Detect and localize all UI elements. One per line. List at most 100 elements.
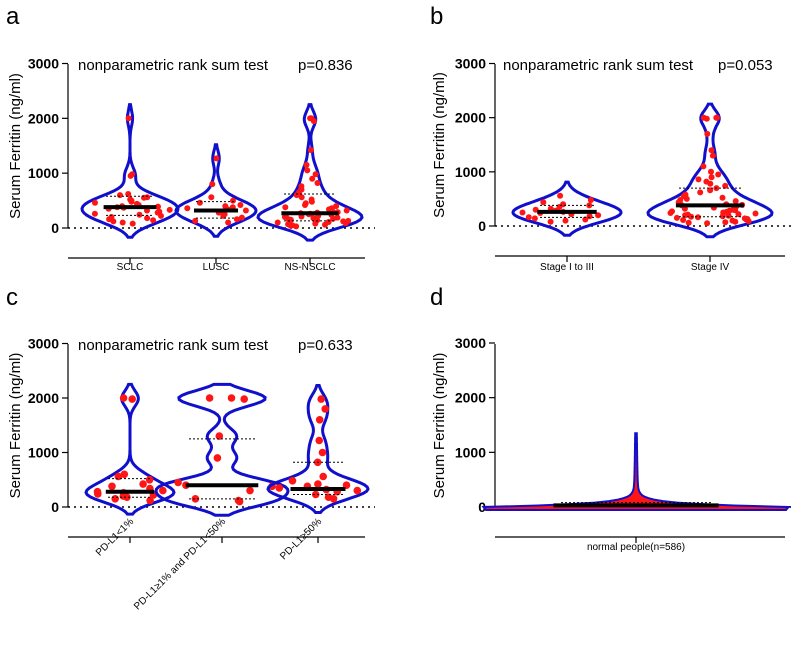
y-tick-label: 2000 xyxy=(28,110,59,126)
x-tick-label: NS-NSCLC xyxy=(284,262,335,273)
data-point xyxy=(146,496,154,505)
data-point xyxy=(174,478,182,487)
y-tick-label: 3000 xyxy=(28,336,59,352)
data-point xyxy=(159,486,167,495)
data-point xyxy=(732,198,739,205)
x-tick-label: normal people(n=586) xyxy=(587,542,685,553)
panel-letter: c xyxy=(6,284,18,311)
data-point xyxy=(725,212,732,219)
test-label: nonparametric rank sum test xyxy=(78,57,269,74)
y-tick-label: 1000 xyxy=(28,445,59,461)
data-point xyxy=(235,497,244,506)
data-point xyxy=(158,212,164,219)
data-point xyxy=(582,216,589,223)
data-point xyxy=(343,207,350,214)
data-point xyxy=(246,486,254,495)
data-point xyxy=(208,194,215,201)
data-point xyxy=(275,484,284,492)
data-point xyxy=(703,115,710,122)
test-label: nonparametric rank sum test xyxy=(503,57,694,74)
y-axis-label: Serum Ferritin (ng/ml) xyxy=(431,72,448,218)
data-point xyxy=(92,199,98,206)
data-point xyxy=(695,176,702,183)
data-point xyxy=(700,163,707,170)
violin-PD-L1<1% xyxy=(84,382,176,516)
y-tick-label: 1000 xyxy=(28,165,59,181)
x-tick-label: PD-L1≥50% xyxy=(278,516,324,562)
data-point xyxy=(315,436,324,445)
violin-normal people(n=586) xyxy=(481,432,791,511)
data-point xyxy=(123,493,131,502)
data-point xyxy=(695,214,701,221)
data-point xyxy=(322,221,328,228)
violin-Stage I to III xyxy=(511,180,623,237)
data-point xyxy=(192,217,199,224)
violin-SCLC xyxy=(80,103,180,239)
data-point xyxy=(708,174,715,181)
panel-letter: d xyxy=(430,284,443,311)
data-point xyxy=(342,220,349,227)
data-point xyxy=(120,470,129,479)
data-point xyxy=(119,394,128,402)
data-point xyxy=(329,495,338,503)
x-tick-label: Stage IV xyxy=(691,262,730,273)
y-axis-label: Serum Ferritin (ng/ml) xyxy=(7,73,24,219)
data-point xyxy=(685,219,692,226)
data-point xyxy=(547,218,554,225)
data-point xyxy=(708,168,714,175)
data-point xyxy=(310,118,317,125)
data-point xyxy=(111,495,119,503)
data-point xyxy=(213,155,220,162)
data-point xyxy=(288,477,297,485)
data-point xyxy=(562,217,569,224)
y-tick-label: 1000 xyxy=(455,444,486,460)
data-point xyxy=(125,115,132,122)
data-point xyxy=(311,490,320,499)
y-axis-label: Serum Ferritin (ng/ml) xyxy=(7,353,24,499)
violin-LUSC xyxy=(174,143,258,238)
data-point xyxy=(184,205,191,212)
data-point xyxy=(673,214,680,221)
data-point xyxy=(745,218,752,225)
data-point xyxy=(719,194,726,201)
data-point xyxy=(667,210,674,216)
violin-Stage IV xyxy=(646,102,774,239)
violin-NS-NSCLC xyxy=(256,103,364,242)
x-tick-label: SCLC xyxy=(117,262,144,273)
data-point xyxy=(714,114,720,121)
data-point xyxy=(707,180,714,187)
data-point xyxy=(240,395,248,403)
data-point xyxy=(707,187,714,194)
data-point xyxy=(307,147,314,154)
data-point xyxy=(117,192,123,199)
data-point xyxy=(242,207,249,214)
data-point xyxy=(680,217,687,223)
data-point xyxy=(125,191,132,197)
data-point xyxy=(166,206,173,213)
data-point xyxy=(230,197,236,204)
data-point xyxy=(139,480,147,488)
data-point xyxy=(287,222,294,229)
data-point xyxy=(697,189,704,196)
data-point xyxy=(237,202,244,208)
data-point xyxy=(94,490,102,498)
data-point xyxy=(213,454,222,462)
data-point xyxy=(317,395,326,403)
data-point xyxy=(683,195,690,202)
data-point xyxy=(191,495,200,503)
y-tick-label: 0 xyxy=(478,218,486,234)
data-point xyxy=(308,198,315,205)
data-point xyxy=(353,486,362,495)
data-point xyxy=(321,405,330,413)
data-point xyxy=(314,180,321,186)
y-tick-label: 0 xyxy=(51,499,59,515)
data-point xyxy=(704,130,711,137)
data-point xyxy=(519,209,526,216)
data-point xyxy=(752,210,759,217)
data-point xyxy=(110,218,117,225)
data-point xyxy=(293,192,300,199)
data-point xyxy=(722,219,729,226)
